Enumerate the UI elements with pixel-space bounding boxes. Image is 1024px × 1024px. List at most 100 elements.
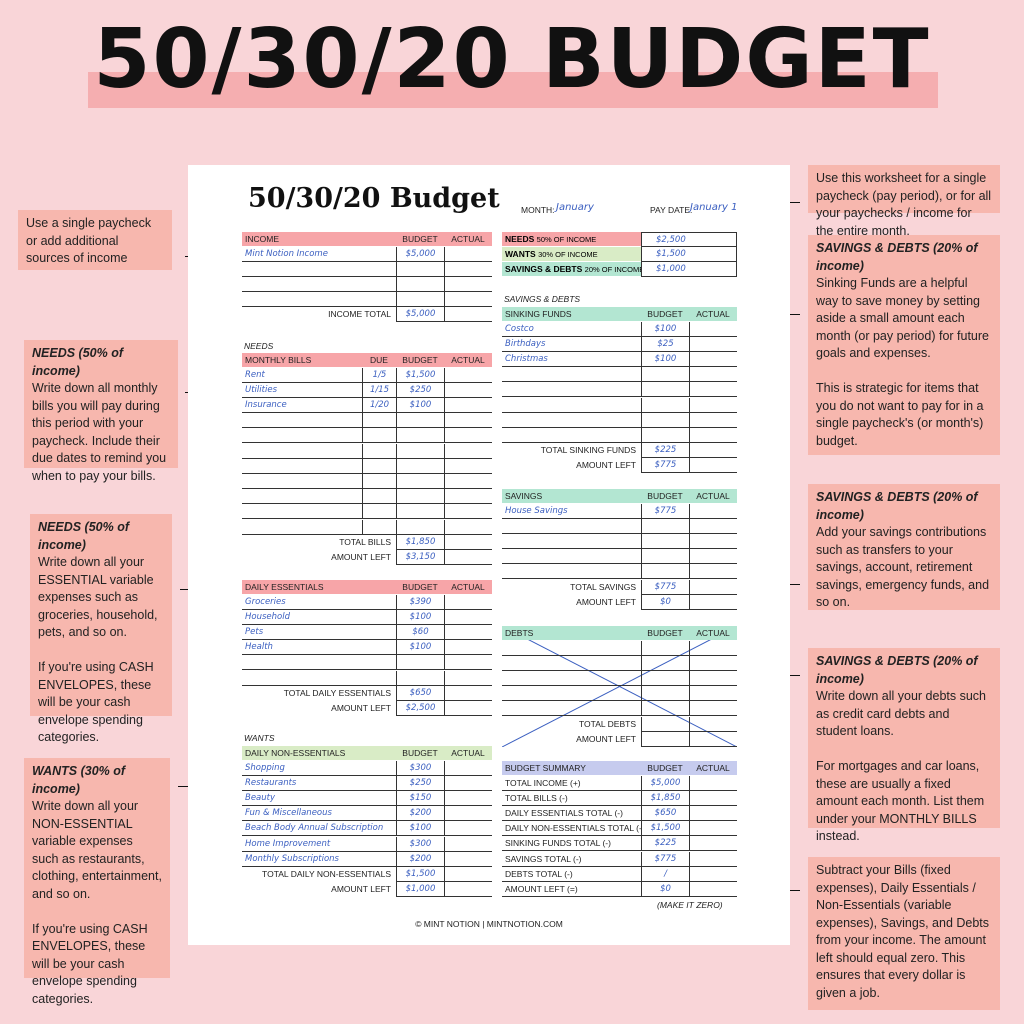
budget-cell[interactable] <box>396 428 444 444</box>
budget-cell[interactable]: $100 <box>396 640 444 656</box>
budget-cell[interactable]: $100 <box>641 351 689 367</box>
row-label[interactable] <box>502 564 641 580</box>
row-label[interactable]: Fun & Miscellaneous <box>242 806 396 822</box>
row-label[interactable]: Monthly Subscriptions <box>242 852 396 867</box>
budget-cell[interactable] <box>396 489 444 505</box>
actual-cell[interactable] <box>444 655 492 671</box>
budget-cell[interactable]: $5,000 <box>641 775 689 791</box>
actual-cell[interactable] <box>444 775 492 791</box>
due-cell[interactable] <box>362 413 396 429</box>
row-label[interactable]: Restaurants <box>242 776 396 791</box>
budget-cell[interactable] <box>396 261 444 277</box>
total-budget-value[interactable]: $775 <box>641 579 689 595</box>
allocation-value[interactable]: $2,500 <box>641 232 737 247</box>
row-label[interactable] <box>502 671 641 686</box>
actual-cell[interactable] <box>689 805 737 821</box>
total-budget-value[interactable]: $225 <box>641 443 689 459</box>
actual-cell[interactable] <box>689 533 737 549</box>
actual-cell[interactable] <box>444 413 492 429</box>
budget-cell[interactable]: $390 <box>396 594 444 610</box>
budget-cell[interactable] <box>396 276 444 292</box>
due-cell[interactable]: 1/20 <box>362 397 396 413</box>
budget-cell[interactable]: $60 <box>396 624 444 640</box>
row-label[interactable] <box>502 549 641 565</box>
total-actual-value[interactable] <box>689 443 737 459</box>
row-label[interactable] <box>502 382 641 398</box>
budget-cell[interactable] <box>641 564 689 580</box>
budget-cell[interactable] <box>396 458 444 474</box>
row-label[interactable]: Rent <box>242 368 362 383</box>
actual-cell[interactable] <box>689 640 737 656</box>
total-budget-value[interactable]: $775 <box>641 458 689 474</box>
row-label[interactable] <box>242 520 362 535</box>
due-cell[interactable] <box>362 489 396 505</box>
paydate-value[interactable]: January 1 <box>690 202 738 213</box>
actual-cell[interactable] <box>689 821 737 837</box>
budget-cell[interactable] <box>396 473 444 489</box>
budget-cell[interactable]: $1,850 <box>641 790 689 806</box>
row-label[interactable] <box>502 519 641 534</box>
budget-cell[interactable] <box>396 413 444 429</box>
actual-cell[interactable] <box>689 367 737 383</box>
actual-cell[interactable] <box>689 701 737 717</box>
actual-cell[interactable] <box>444 790 492 806</box>
due-cell[interactable] <box>362 473 396 489</box>
budget-cell[interactable]: $1,500 <box>396 367 444 383</box>
total-actual-value[interactable] <box>444 534 492 550</box>
total-budget-value[interactable]: $650 <box>396 685 444 701</box>
actual-cell[interactable] <box>444 670 492 686</box>
actual-cell[interactable] <box>444 246 492 262</box>
total-actual-value[interactable] <box>689 458 737 474</box>
row-label[interactable]: House Savings <box>502 504 641 519</box>
row-label[interactable]: Health <box>242 640 396 656</box>
row-label[interactable]: Household <box>242 610 396 625</box>
total-actual-value[interactable] <box>444 882 492 898</box>
total-budget-value[interactable]: $1,500 <box>396 866 444 882</box>
budget-cell[interactable] <box>641 670 689 686</box>
actual-cell[interactable] <box>444 640 492 656</box>
actual-cell[interactable] <box>689 549 737 565</box>
row-label[interactable]: Beach Body Annual Subscription <box>242 821 396 837</box>
row-label[interactable] <box>242 459 362 474</box>
actual-cell[interactable] <box>689 427 737 443</box>
total-budget-value[interactable]: $3,150 <box>396 549 444 565</box>
total-actual-value[interactable] <box>444 866 492 882</box>
row-label[interactable]: Shopping <box>242 761 396 776</box>
actual-cell[interactable] <box>689 564 737 580</box>
row-label[interactable] <box>502 534 641 549</box>
total-actual-value[interactable] <box>444 307 492 323</box>
due-cell[interactable]: 1/15 <box>362 382 396 398</box>
due-cell[interactable] <box>362 458 396 474</box>
actual-cell[interactable] <box>444 609 492 625</box>
actual-cell[interactable] <box>689 412 737 428</box>
row-label[interactable]: Beauty <box>242 791 396 806</box>
row-label[interactable] <box>502 367 641 383</box>
actual-cell[interactable] <box>689 503 737 519</box>
total-actual-value[interactable] <box>689 579 737 595</box>
budget-cell[interactable] <box>641 701 689 717</box>
row-label[interactable] <box>502 413 641 428</box>
row-label[interactable] <box>242 655 396 671</box>
budget-cell[interactable] <box>641 382 689 398</box>
total-actual-value[interactable] <box>444 549 492 565</box>
total-budget-value[interactable]: $1,000 <box>396 882 444 898</box>
budget-cell[interactable]: $150 <box>396 790 444 806</box>
budget-cell[interactable] <box>396 443 444 459</box>
budget-cell[interactable]: $775 <box>641 503 689 519</box>
actual-cell[interactable] <box>444 489 492 505</box>
budget-cell[interactable] <box>641 640 689 656</box>
actual-cell[interactable] <box>444 473 492 489</box>
actual-cell[interactable] <box>444 443 492 459</box>
actual-cell[interactable] <box>689 670 737 686</box>
actual-cell[interactable] <box>689 336 737 352</box>
budget-cell[interactable] <box>641 412 689 428</box>
budget-cell[interactable]: $775 <box>641 851 689 867</box>
budget-cell[interactable] <box>641 427 689 443</box>
actual-cell[interactable] <box>444 519 492 535</box>
actual-cell[interactable] <box>444 504 492 520</box>
total-budget-value[interactable]: $0 <box>641 594 689 610</box>
row-label[interactable]: Groceries <box>242 595 396 610</box>
budget-cell[interactable]: $300 <box>396 836 444 852</box>
actual-cell[interactable] <box>689 836 737 852</box>
row-label[interactable]: Christmas <box>502 352 641 367</box>
